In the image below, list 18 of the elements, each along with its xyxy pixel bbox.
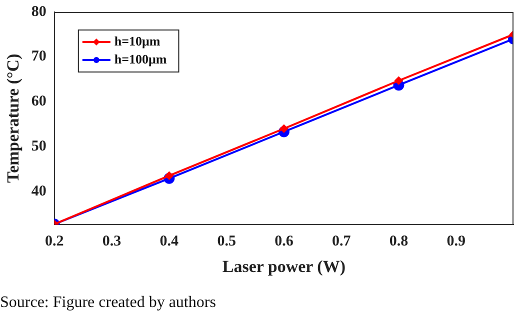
y-axis-title: Temperature (°C) <box>4 54 23 183</box>
x-axis-title: Laser power (W) <box>222 257 346 276</box>
x-tick-label: 0.8 <box>389 233 408 250</box>
source-note: Source: Figure created by authors <box>0 294 216 312</box>
y-tick-label: 40 <box>31 183 46 200</box>
x-tick-label: 0.5 <box>217 233 236 250</box>
y-tick-label: 60 <box>31 94 46 110</box>
y-tick-label: 70 <box>31 48 46 65</box>
x-tick-label: 0.4 <box>160 233 180 250</box>
y-tick-label: 80 <box>31 4 46 20</box>
x-tick-label: 0.3 <box>102 233 122 250</box>
y-tick-label: 50 <box>31 138 46 154</box>
x-tick-label: 0.2 <box>45 233 64 250</box>
legend-label: h=10μm <box>114 33 160 48</box>
x-tick-label: 0.6 <box>274 233 294 250</box>
x-tick-label: 0.7 <box>332 233 352 250</box>
legend-label: h=100μm <box>114 51 167 66</box>
x-tick-label: 0.9 <box>446 233 466 250</box>
